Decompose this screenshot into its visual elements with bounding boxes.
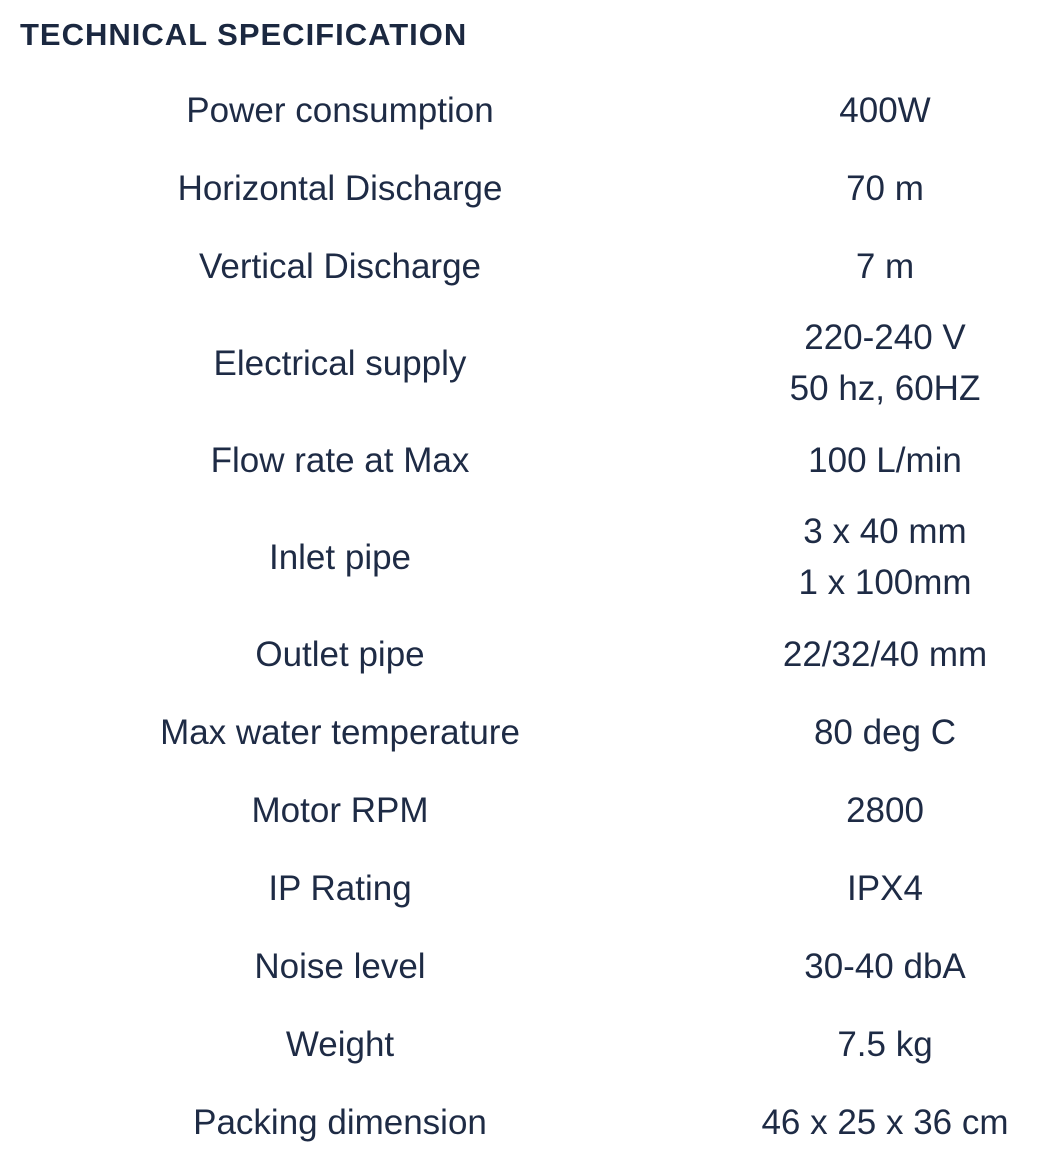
spec-value: 30-40 dbA xyxy=(804,946,966,986)
spec-value: 100 L/min xyxy=(808,440,962,480)
spec-label: Horizontal Discharge xyxy=(177,169,503,209)
spec-label: IP Rating xyxy=(268,869,412,909)
spec-label: Max water temperature xyxy=(160,713,520,753)
spec-row: Motor RPM 2800 xyxy=(0,772,1050,850)
spec-label: Inlet pipe xyxy=(268,538,412,578)
spec-label: Packing dimension xyxy=(193,1103,487,1143)
spec-value: 7 m xyxy=(855,246,915,286)
spec-value: 2800 xyxy=(846,790,924,830)
spec-value: 80 deg C xyxy=(813,712,957,752)
spec-value: 3 x 40 mm 1 x 100mm xyxy=(798,512,972,602)
spec-row: Vertical Discharge 7 m xyxy=(0,228,1050,306)
spec-label: Weight xyxy=(285,1025,395,1065)
spec-value: 400W xyxy=(839,90,931,130)
spec-label: Motor RPM xyxy=(251,791,429,831)
page-title: TECHNICAL SPECIFICATION xyxy=(20,17,468,52)
spec-label: Outlet pipe xyxy=(255,635,425,675)
spec-value: 46 x 25 x 36 cm xyxy=(761,1102,1009,1142)
spec-value: 22/32/40 mm xyxy=(782,634,988,674)
spec-label: Noise level xyxy=(254,947,426,987)
spec-label: Electrical supply xyxy=(213,344,467,384)
spec-table: Power consumption 400W Horizontal Discha… xyxy=(0,72,1050,1162)
spec-row: Packing dimension 46 x 25 x 36 cm xyxy=(0,1084,1050,1162)
spec-row: Noise level 30-40 dbA xyxy=(0,928,1050,1006)
spec-row: IP Rating IPX4 xyxy=(0,850,1050,928)
spec-row: Max water temperature 80 deg C xyxy=(0,694,1050,772)
spec-value: 220-240 V 50 hz, 60HZ xyxy=(789,318,981,408)
spec-value: 7.5 kg xyxy=(837,1024,933,1064)
spec-label: Flow rate at Max xyxy=(210,441,470,481)
spec-row: Flow rate at Max 100 L/min xyxy=(0,422,1050,500)
spec-row: Weight 7.5 kg xyxy=(0,1006,1050,1084)
spec-row: Inlet pipe 3 x 40 mm 1 x 100mm xyxy=(0,500,1050,616)
spec-row: Outlet pipe 22/32/40 mm xyxy=(0,616,1050,694)
spec-label: Vertical Discharge xyxy=(198,247,482,287)
spec-row: Power consumption 400W xyxy=(0,72,1050,150)
spec-row: Electrical supply 220-240 V 50 hz, 60HZ xyxy=(0,306,1050,422)
spec-value: 70 m xyxy=(846,168,924,208)
spec-label: Power consumption xyxy=(186,91,494,131)
spec-row: Horizontal Discharge 70 m xyxy=(0,150,1050,228)
spec-value: IPX4 xyxy=(847,868,923,908)
